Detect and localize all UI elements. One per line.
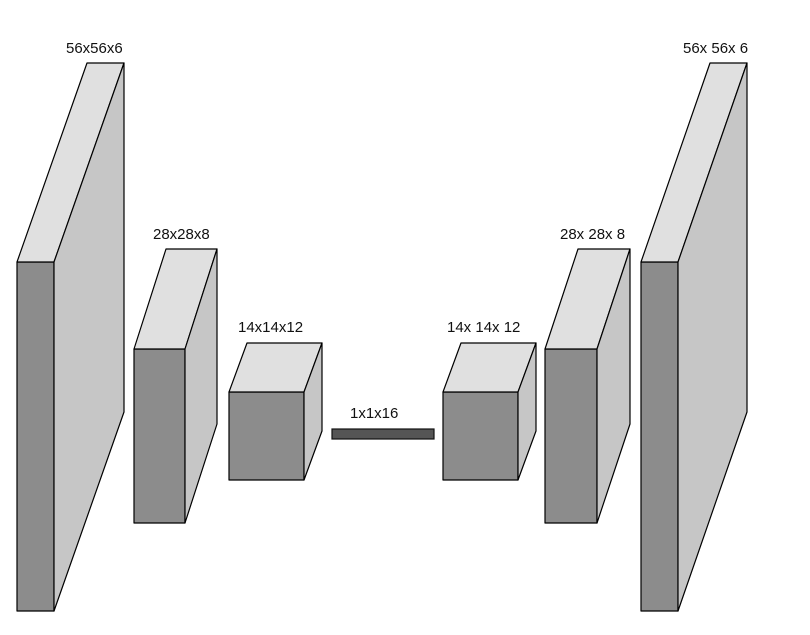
block-side-face xyxy=(53,62,125,612)
block-side-face xyxy=(677,62,748,612)
decoder-block-28x28x8: 28x 28x 8 xyxy=(544,226,631,524)
block-front-face xyxy=(640,261,679,612)
encoder-label-1: 56x56x6 xyxy=(66,40,123,57)
block-front-face xyxy=(442,391,519,481)
decoder-label-1: 14x 14x 12 xyxy=(447,319,520,336)
decoder-block-14x14x12: 14x 14x 12 xyxy=(442,319,537,481)
block-front-face xyxy=(133,348,186,524)
block-side-face xyxy=(184,248,218,524)
decoder-label-3: 56x 56x 6 xyxy=(683,40,748,57)
block-front-face xyxy=(228,391,305,481)
block-side-face xyxy=(596,248,631,524)
block-front-face xyxy=(16,261,55,612)
bottleneck-label: 1x1x16 xyxy=(350,405,398,422)
decoder-label-2: 28x 28x 8 xyxy=(560,226,625,243)
encoder-block-28x28x8: 28x28x8 xyxy=(133,226,218,524)
encoder-label-2: 28x28x8 xyxy=(153,226,210,243)
bottleneck-vector: 1x1x16 xyxy=(331,405,435,440)
encoder-label-3: 14x14x12 xyxy=(238,319,303,336)
encoder-block-56x56x6: 56x56x6 xyxy=(16,40,125,612)
block-side-face xyxy=(517,342,537,481)
decoder-block-56x56x6: 56x 56x 6 xyxy=(640,40,748,612)
block-front-face xyxy=(544,348,598,524)
block-side-face xyxy=(303,342,323,481)
encoder-block-14x14x12: 14x14x12 xyxy=(228,319,323,481)
bottleneck-bar xyxy=(331,428,435,440)
